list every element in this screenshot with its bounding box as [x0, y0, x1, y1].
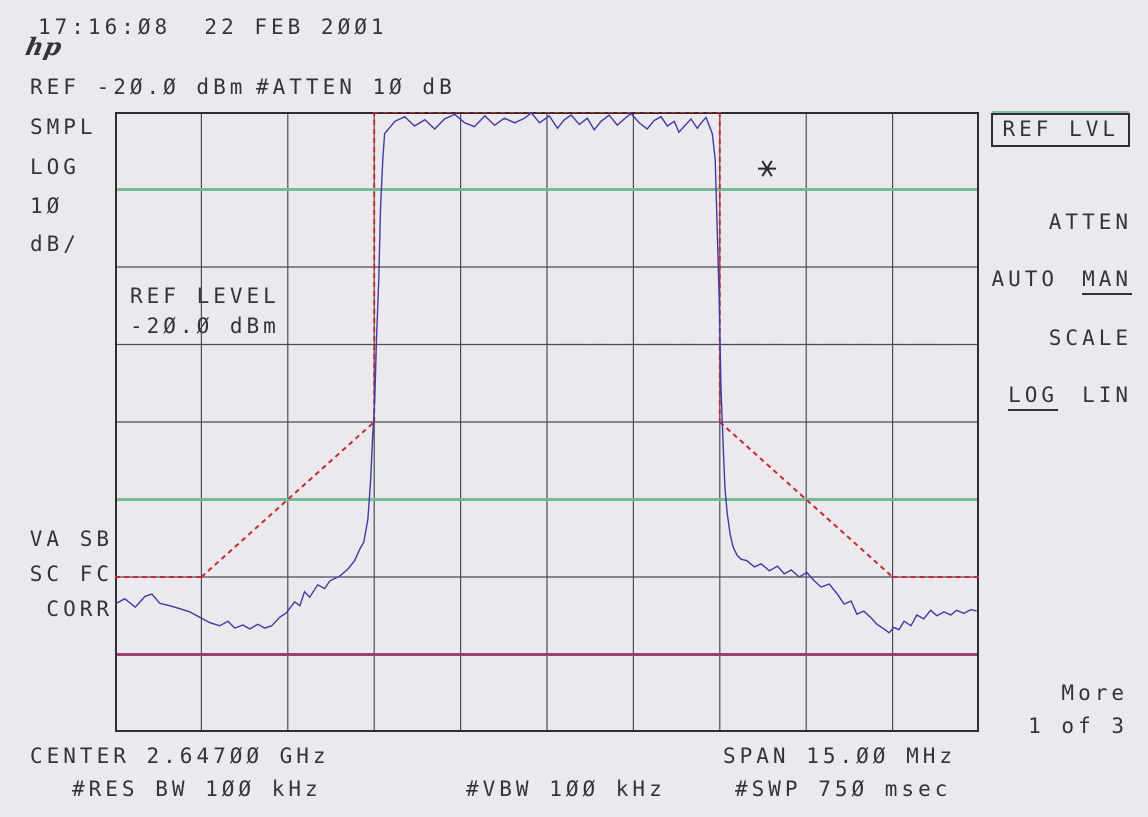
ref-level-readout: REF -2Ø.Ø dBm	[30, 75, 247, 99]
softkey-atten-auto[interactable]: AUTO	[991, 267, 1059, 292]
annunciator-va-sb: VA SB	[29, 527, 113, 551]
softkey-atten-title: ATTEN	[1048, 210, 1132, 234]
detector-annunciator: SMPL	[30, 115, 97, 139]
softkey-scale-lin[interactable]: LIN	[1082, 383, 1132, 408]
softkey-ref-lvl[interactable]: REF LVL	[958, 90, 1130, 148]
annunciator-sc-fc: SC FC	[29, 562, 113, 586]
softkey-scale-log[interactable]: LOG	[1008, 383, 1059, 412]
softkey-atten-toggle[interactable]: AUTO MAN	[958, 245, 1132, 296]
sweep-time-readout: #SWP 75Ø msec	[735, 777, 952, 801]
scale-value-annunciator: 1Ø	[30, 194, 64, 218]
softkey-scale-toggle[interactable]: LOG LIN	[975, 361, 1132, 412]
scale-annunciator: LOG	[30, 155, 80, 179]
vbw-readout: #VBW 1ØØ kHz	[466, 777, 666, 801]
annunciator-corr: CORR	[46, 597, 113, 621]
attenuation-readout: #ATTEN 1Ø dB	[256, 75, 456, 99]
softkey-more-page[interactable]: 1 of 3	[1028, 714, 1128, 738]
softkey-atten-man[interactable]: MAN	[1082, 267, 1132, 296]
softkey-scale-title: SCALE	[1048, 326, 1132, 350]
softkey-ref-lvl-label[interactable]: REF LVL	[991, 113, 1130, 148]
center-frequency-readout: CENTER 2.647ØØ GHz	[30, 744, 330, 768]
active-function-value: -2Ø.Ø dBm	[130, 314, 280, 338]
graticule-svg	[115, 112, 979, 732]
timestamp: 17:16:Ø8 22 FEB 2ØØ1	[38, 15, 388, 39]
hp-logo: hp	[23, 32, 66, 61]
active-function-label: REF LEVEL	[130, 284, 280, 308]
softkey-more[interactable]: More	[1061, 681, 1128, 705]
trace-trace-a	[115, 112, 977, 634]
span-readout: SPAN 15.ØØ MHz	[723, 744, 957, 768]
scale-unit-annunciator: dB/	[30, 232, 80, 256]
res-bw-readout: #RES BW 1ØØ kHz	[72, 777, 322, 801]
